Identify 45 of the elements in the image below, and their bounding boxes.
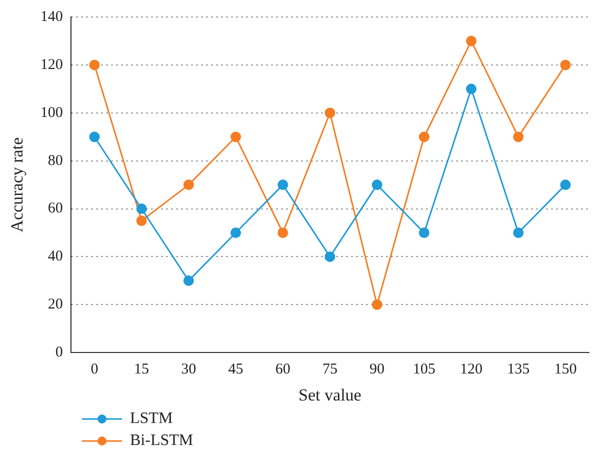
point bbox=[183, 275, 194, 286]
point bbox=[89, 60, 100, 70]
point bbox=[466, 36, 476, 46]
y-tick-label: 40 bbox=[48, 248, 63, 265]
x-tick-label: 150 bbox=[554, 362, 577, 378]
x-tick-label: 15 bbox=[134, 362, 150, 378]
x-tick-label: 105 bbox=[412, 362, 436, 378]
x-tick-label: 0 bbox=[90, 362, 98, 378]
point bbox=[183, 180, 194, 190]
y-tick-label: 140 bbox=[40, 8, 63, 25]
y-tick-label: 0 bbox=[55, 344, 63, 361]
point bbox=[513, 227, 524, 238]
x-tick-label: 90 bbox=[370, 362, 385, 378]
point bbox=[560, 60, 571, 70]
point bbox=[136, 216, 147, 226]
point bbox=[466, 84, 476, 94]
y-tick-label: 60 bbox=[48, 200, 63, 217]
legend-label: LSTM bbox=[130, 410, 173, 428]
x-tick-label: 45 bbox=[228, 362, 244, 378]
y-tick-label: 100 bbox=[40, 104, 63, 121]
y-tick-label: 20 bbox=[48, 296, 63, 313]
point bbox=[230, 227, 241, 238]
point bbox=[230, 132, 241, 142]
point bbox=[324, 251, 336, 262]
point bbox=[324, 108, 336, 118]
x-tick-label: 60 bbox=[275, 362, 290, 378]
point bbox=[560, 180, 571, 190]
point bbox=[372, 180, 382, 190]
x-tick-label: 30 bbox=[181, 362, 196, 378]
point bbox=[278, 227, 288, 238]
point bbox=[418, 227, 430, 238]
point bbox=[513, 132, 524, 142]
x-axis-title: Set value bbox=[298, 385, 362, 404]
point bbox=[418, 132, 430, 142]
legend-label: Bi-LSTM bbox=[130, 432, 194, 450]
x-tick-label: 75 bbox=[322, 362, 338, 378]
y-tick-label: 120 bbox=[40, 56, 63, 73]
point bbox=[136, 204, 147, 214]
point bbox=[372, 299, 382, 310]
y-axis-title: Accuracy rate bbox=[8, 137, 27, 232]
y-tick-label: 80 bbox=[48, 152, 63, 169]
point bbox=[89, 132, 100, 142]
point bbox=[278, 180, 288, 190]
x-tick-label: 120 bbox=[460, 362, 482, 378]
x-tick-label: 135 bbox=[507, 362, 530, 378]
